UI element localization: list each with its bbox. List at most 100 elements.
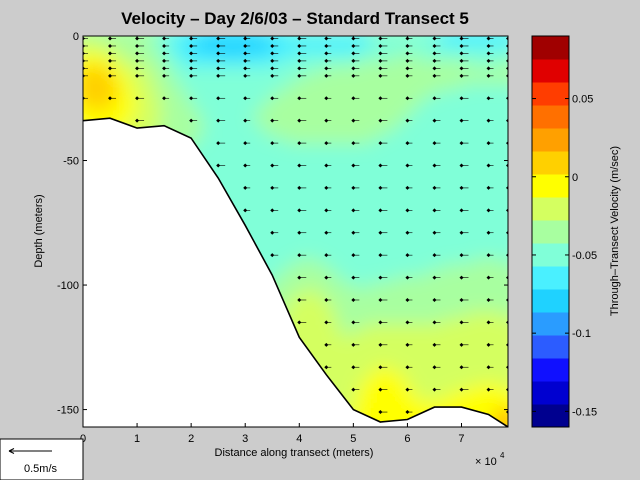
velocity-cell <box>377 240 384 247</box>
velocity-cell <box>443 432 450 439</box>
velocity-cell <box>401 90 408 97</box>
velocity-cell <box>341 186 348 193</box>
velocity-cell <box>419 300 426 307</box>
velocity-cell <box>359 150 366 157</box>
velocity-cell <box>353 204 360 211</box>
velocity-cell <box>305 108 312 115</box>
velocity-cell <box>311 438 318 445</box>
velocity-cell <box>407 216 414 223</box>
velocity-cell <box>293 246 300 253</box>
velocity-cell <box>245 54 252 61</box>
velocity-cell <box>251 90 258 97</box>
velocity-cell <box>383 222 390 229</box>
velocity-cell <box>347 102 354 109</box>
velocity-cell <box>455 402 462 409</box>
velocity-cell <box>485 432 492 439</box>
velocity-cell <box>323 132 330 139</box>
velocity-cell <box>389 264 396 271</box>
velocity-cell <box>491 402 498 409</box>
velocity-cell <box>383 156 390 163</box>
velocity-cell <box>257 126 264 133</box>
velocity-cell <box>383 192 390 199</box>
velocity-cell <box>317 108 324 115</box>
velocity-cell <box>371 240 378 247</box>
velocity-cell <box>389 366 396 373</box>
velocity-cell <box>359 192 366 199</box>
velocity-cell <box>341 276 348 283</box>
velocity-cell <box>425 228 432 235</box>
velocity-cell <box>425 126 432 133</box>
velocity-cell <box>407 174 414 181</box>
velocity-cell <box>371 186 378 193</box>
velocity-cell <box>221 156 228 163</box>
velocity-cell <box>71 204 78 211</box>
velocity-cell <box>479 438 486 445</box>
velocity-cell <box>461 36 468 43</box>
velocity-cell <box>257 240 264 247</box>
velocity-cell <box>401 246 408 253</box>
velocity-cell <box>389 216 396 223</box>
velocity-cell <box>89 84 96 91</box>
velocity-cell <box>353 150 360 157</box>
velocity-cell <box>245 192 252 199</box>
velocity-cell <box>413 138 420 145</box>
velocity-cell <box>329 336 336 343</box>
velocity-cell <box>317 354 324 361</box>
velocity-cell <box>311 348 318 355</box>
velocity-cell <box>365 258 372 265</box>
velocity-cell <box>371 330 378 337</box>
velocity-cell <box>395 156 402 163</box>
velocity-cell <box>95 36 102 43</box>
velocity-cell <box>143 114 150 121</box>
velocity-cell <box>239 102 246 109</box>
velocity-cell <box>371 36 378 43</box>
velocity-cell <box>71 144 78 151</box>
velocity-cell <box>425 72 432 79</box>
velocity-cell <box>401 294 408 301</box>
velocity-cell <box>107 54 114 61</box>
velocity-cell <box>341 240 348 247</box>
velocity-cell <box>389 96 396 103</box>
velocity-cell <box>173 66 180 73</box>
velocity-cell <box>425 312 432 319</box>
velocity-cell <box>311 96 318 103</box>
velocity-cell <box>455 258 462 265</box>
velocity-cell <box>227 168 234 175</box>
velocity-cell <box>311 120 318 127</box>
velocity-cell <box>233 42 240 49</box>
velocity-cell <box>377 126 384 133</box>
velocity-cell <box>269 216 276 223</box>
velocity-cell <box>425 156 432 163</box>
velocity-cell <box>467 342 474 349</box>
velocity-cell <box>407 264 414 271</box>
velocity-cell <box>305 78 312 85</box>
velocity-cell <box>167 438 174 445</box>
velocity-cell <box>401 240 408 247</box>
velocity-cell <box>473 300 480 307</box>
velocity-cell <box>365 132 372 139</box>
velocity-cell <box>461 132 468 139</box>
velocity-cell <box>287 96 294 103</box>
velocity-cell <box>395 204 402 211</box>
velocity-cell <box>383 228 390 235</box>
velocity-cell <box>149 60 156 67</box>
velocity-cell <box>137 42 144 49</box>
velocity-cell <box>377 204 384 211</box>
velocity-cell <box>317 54 324 61</box>
velocity-cell <box>401 138 408 145</box>
velocity-cell <box>455 240 462 247</box>
velocity-cell <box>467 216 474 223</box>
velocity-cell <box>431 108 438 115</box>
velocity-cell <box>443 336 450 343</box>
velocity-cell <box>389 72 396 79</box>
velocity-cell <box>371 366 378 373</box>
velocity-cell <box>407 228 414 235</box>
velocity-cell <box>287 198 294 205</box>
velocity-cell <box>467 384 474 391</box>
velocity-cell <box>275 144 282 151</box>
velocity-cell <box>359 78 366 85</box>
velocity-cell <box>371 222 378 229</box>
velocity-cell <box>401 174 408 181</box>
velocity-cell <box>257 54 264 61</box>
velocity-cell <box>431 126 438 133</box>
